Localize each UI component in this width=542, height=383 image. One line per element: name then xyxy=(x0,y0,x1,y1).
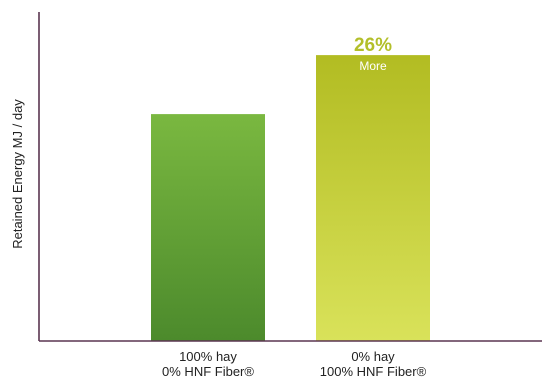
y-axis-label: Retained Energy MJ / day xyxy=(10,99,25,249)
bar-2 xyxy=(316,55,430,341)
x-tick-label-2-line-2: 100% HNF Fiber® xyxy=(320,364,427,379)
x-tick-label-1-line-2: 0% HNF Fiber® xyxy=(162,364,254,379)
x-tick-label-1-line-1: 100% hay xyxy=(179,349,237,364)
annotations-group: 26% More xyxy=(354,35,392,73)
annotation-percent: 26% xyxy=(354,35,392,56)
annotation-word: More xyxy=(359,59,387,73)
bar-1 xyxy=(151,114,265,341)
x-tick-label-2-line-1: 0% hay xyxy=(351,349,395,364)
bars-group xyxy=(151,55,430,341)
